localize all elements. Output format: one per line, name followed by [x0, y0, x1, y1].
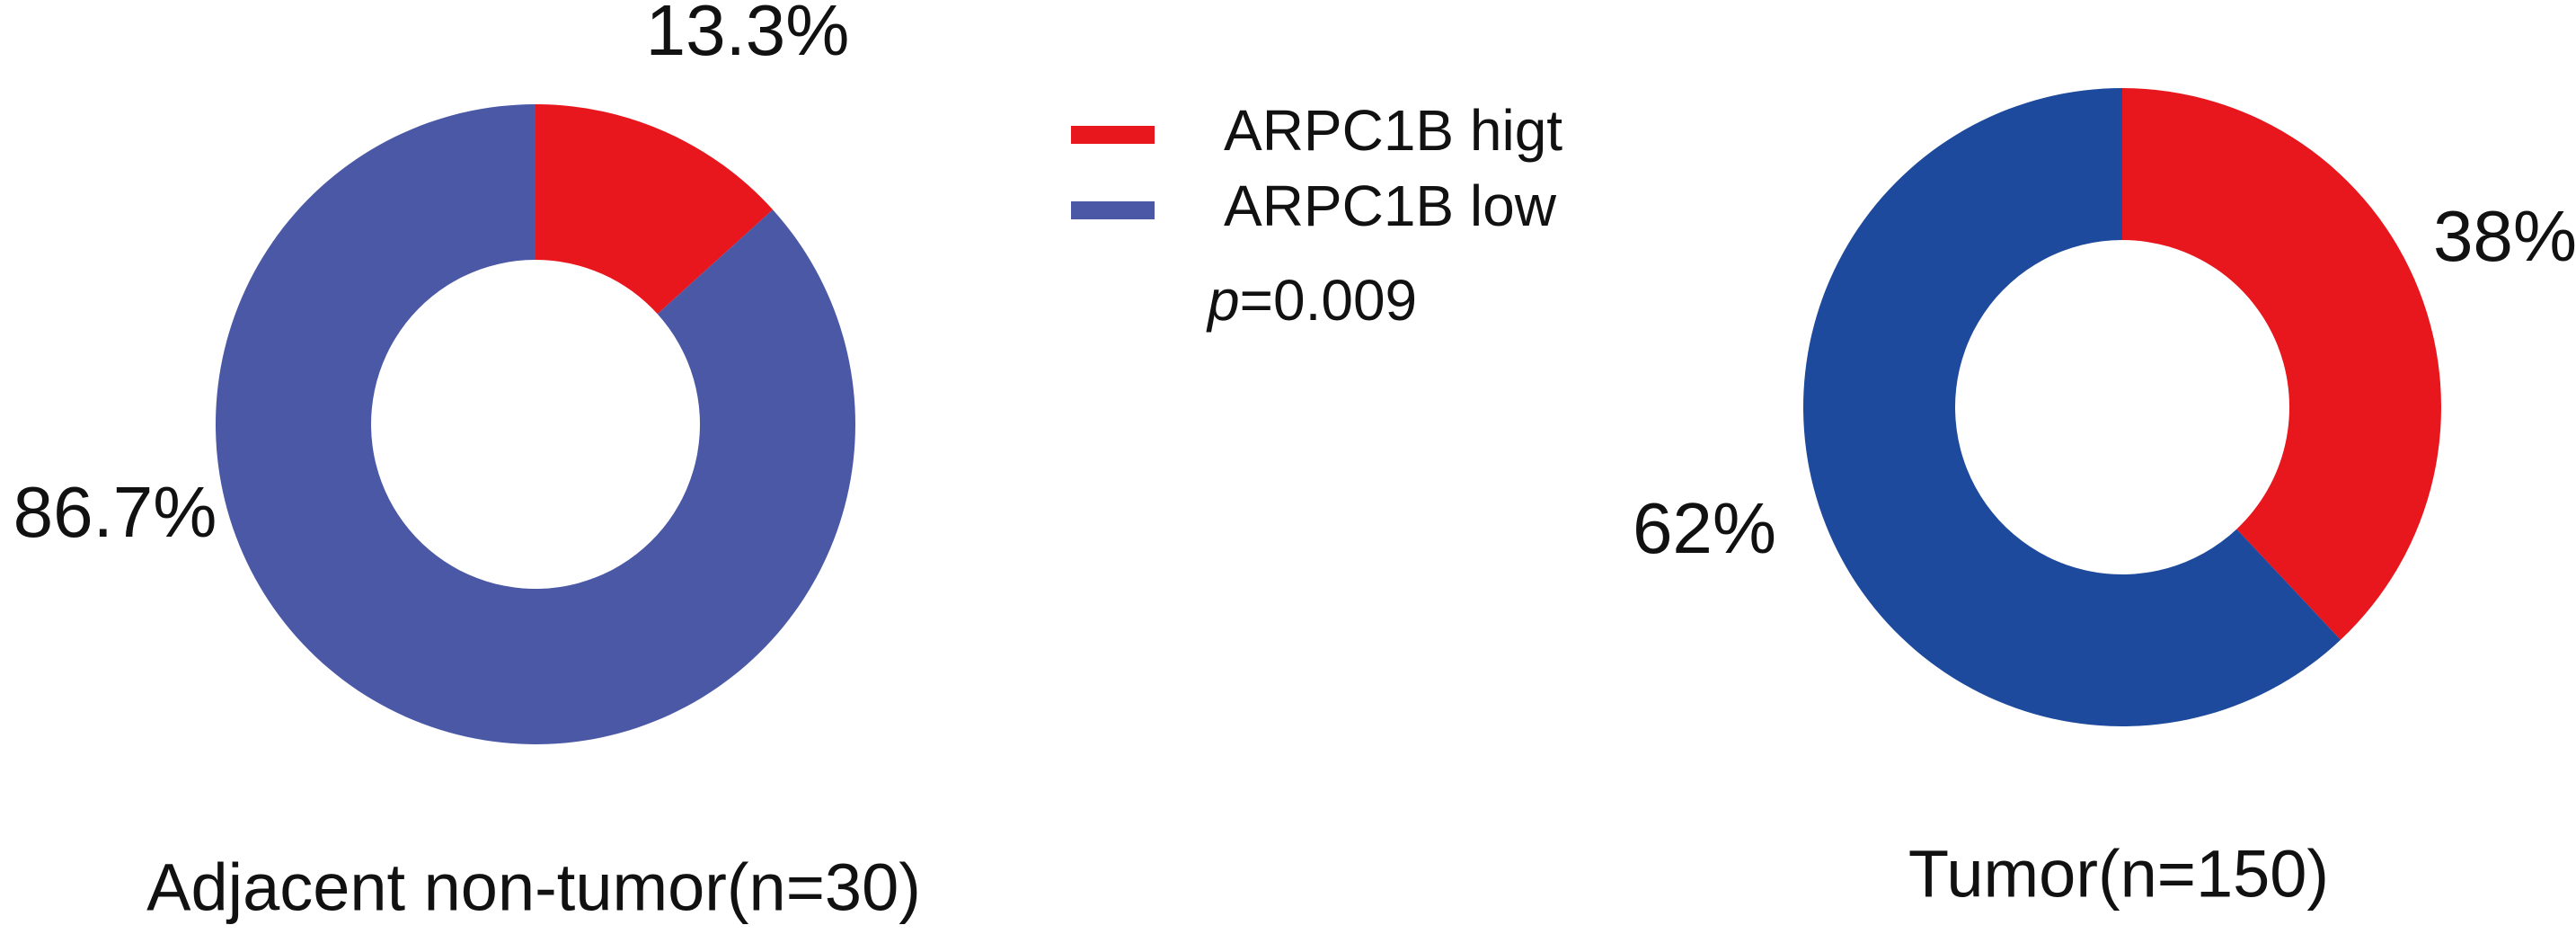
legend-swatch [1071, 126, 1155, 144]
chart-title: Adjacent non-tumor(n=30) [146, 850, 921, 925]
value-label: 86.7% [13, 472, 217, 552]
legend-label: ARPC1B low [1224, 173, 1557, 238]
value-label: 38% [2433, 196, 2576, 276]
legend-label: ARPC1B higt [1224, 98, 1562, 163]
chart-title: Tumor(n=150) [1908, 837, 2329, 912]
value-label: 13.3% [646, 0, 850, 70]
pie-slice [216, 104, 856, 744]
pie-slice [536, 104, 774, 315]
p-value: p=0.009 [1208, 268, 1418, 333]
pie-slice [1802, 88, 2341, 726]
pie-slice [2122, 88, 2441, 640]
value-label: 62% [1633, 488, 1776, 568]
legend-swatch [1071, 201, 1155, 219]
